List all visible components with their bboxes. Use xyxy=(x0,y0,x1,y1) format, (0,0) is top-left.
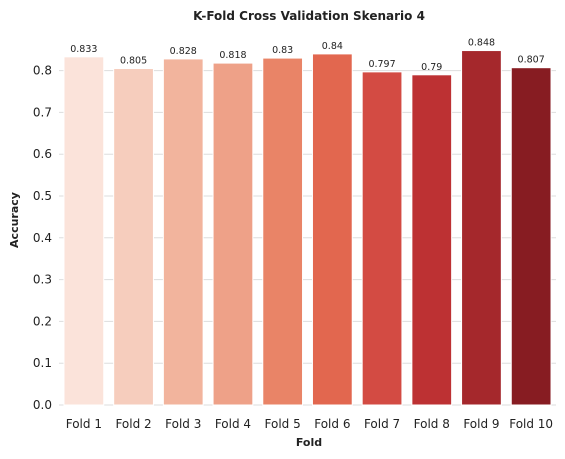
x-tick-label: Fold 10 xyxy=(509,417,553,431)
x-tick-label: Fold 3 xyxy=(165,417,201,431)
y-tick-label: 0.8 xyxy=(33,64,52,78)
bar-value-label: 0.797 xyxy=(368,59,395,70)
bar-value-label: 0.848 xyxy=(468,38,495,49)
x-tick-label: Fold 9 xyxy=(463,417,499,431)
x-tick-label: Fold 1 xyxy=(66,417,102,431)
y-tick-label: 0.6 xyxy=(33,147,52,161)
x-tick-label: Fold 4 xyxy=(215,417,251,431)
x-tick-label: Fold 6 xyxy=(314,417,350,431)
bar-value-label: 0.818 xyxy=(219,50,246,61)
bar xyxy=(113,68,154,406)
y-tick-label: 0.1 xyxy=(33,356,52,370)
bar-value-label: 0.807 xyxy=(518,55,545,66)
plot-area: 0.0 0.1 0.2 0.3 0.4 0.5 0.6 0.7 0.8 0.833 Fold 1 0.… xyxy=(33,38,556,431)
x-tick-label: Fold 8 xyxy=(414,417,450,431)
x-tick-label: Fold 2 xyxy=(115,417,151,431)
bar xyxy=(63,56,105,406)
bar-value-label: 0.79 xyxy=(421,62,442,73)
bar xyxy=(510,67,552,406)
bar-value-label: 0.833 xyxy=(70,44,97,55)
bar xyxy=(262,57,304,406)
y-tick-label: 0.7 xyxy=(33,105,52,119)
bar-value-label: 0.83 xyxy=(272,45,293,56)
bar xyxy=(411,74,453,406)
bar xyxy=(361,71,403,406)
chart-title: K-Fold Cross Validation Skenario 4 xyxy=(193,9,425,23)
bar xyxy=(461,50,502,406)
bar-value-label: 0.805 xyxy=(120,56,147,67)
y-tick-label: 0.0 xyxy=(33,398,52,412)
bar xyxy=(311,53,353,406)
y-tick-label: 0.5 xyxy=(33,189,52,203)
x-axis-label: Fold xyxy=(296,436,322,449)
y-tick-label: 0.4 xyxy=(33,231,52,245)
x-tick-label: Fold 7 xyxy=(364,417,400,431)
bar xyxy=(212,62,254,406)
y-tick-label: 0.2 xyxy=(33,314,52,328)
bar-value-label: 0.828 xyxy=(170,46,197,57)
bar xyxy=(162,58,204,406)
bar-value-label: 0.84 xyxy=(322,41,343,52)
x-tick-label: Fold 5 xyxy=(265,417,301,431)
y-axis-label: Accuracy xyxy=(8,192,21,248)
y-tick-label: 0.3 xyxy=(33,273,52,287)
